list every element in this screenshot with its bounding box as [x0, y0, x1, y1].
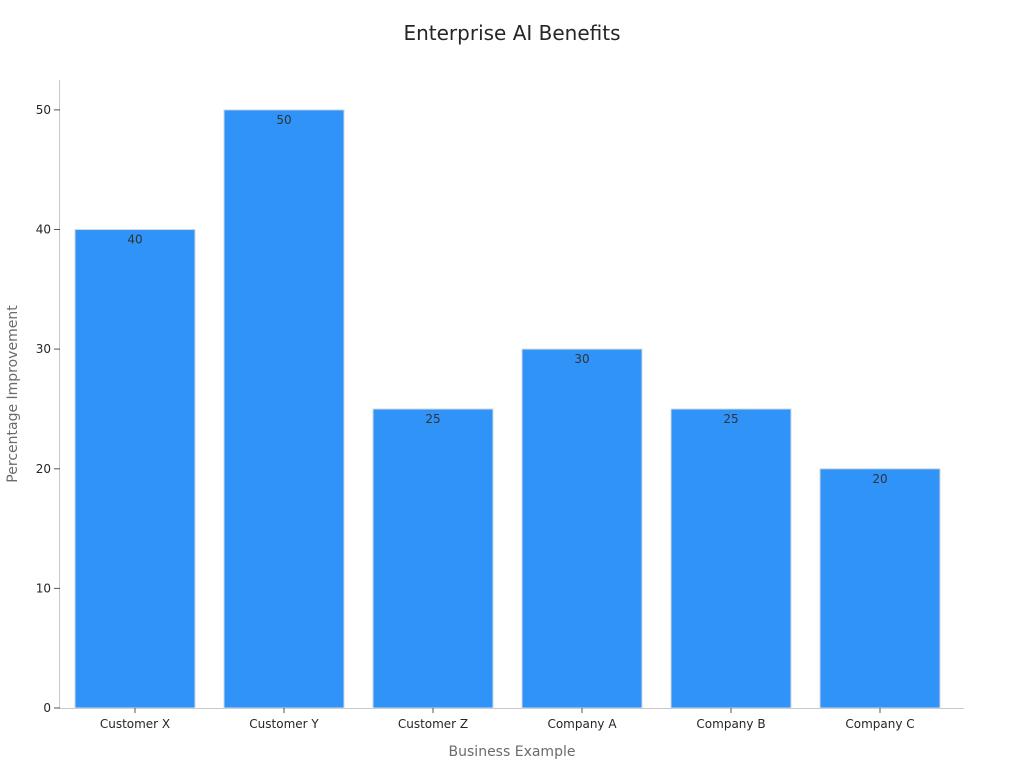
data-label: 40	[127, 233, 142, 247]
y-tick-label: 30	[36, 342, 51, 356]
data-label: 25	[723, 412, 738, 426]
x-tick-label: Company C	[845, 717, 914, 731]
y-axis-label: Percentage Improvement	[5, 305, 21, 483]
x-tick-label: Customer X	[100, 717, 170, 731]
bar-company-c	[819, 468, 941, 709]
y-tick-label: 10	[36, 581, 51, 595]
bar-company-a	[521, 348, 643, 709]
data-label: 20	[872, 472, 887, 486]
y-tick-label: 40	[36, 223, 51, 237]
bar-customer-z	[372, 408, 494, 709]
y-tick-labels-group: 0 10 20 30 40 50	[36, 103, 60, 715]
bar-company-b	[670, 408, 792, 709]
bar-customer-x	[74, 229, 196, 709]
chart-title: Enterprise AI Benefits	[403, 21, 620, 45]
x-tick-label: Customer Y	[249, 717, 319, 731]
data-label: 50	[276, 113, 291, 127]
y-tick-label: 0	[43, 701, 51, 715]
bar-customer-y	[223, 109, 345, 709]
y-tick-label: 50	[36, 103, 51, 117]
y-tick-label: 20	[36, 462, 51, 476]
x-tick-label: Company B	[696, 717, 765, 731]
data-labels-group: 40 50 25 30 25 20	[127, 113, 887, 486]
data-label: 25	[425, 412, 440, 426]
x-tick-labels-group: Customer X Customer Y Customer Z Company A C…	[100, 708, 915, 731]
x-tick-label: Company A	[547, 717, 617, 731]
data-label: 30	[574, 352, 589, 366]
x-axis-label: Business Example	[449, 744, 576, 760]
bars-group	[74, 109, 941, 709]
x-tick-label: Customer Z	[398, 717, 468, 731]
